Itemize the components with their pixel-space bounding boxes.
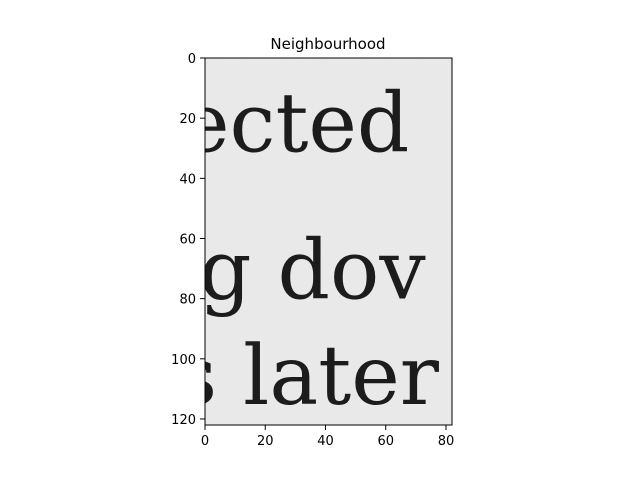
y-tick-label: 20	[179, 112, 196, 127]
y-tick-label: 60	[179, 232, 196, 247]
y-tick-label: 40	[179, 172, 196, 187]
chart-title: Neighbourhood	[270, 35, 385, 53]
y-tick-label: 0	[188, 52, 196, 67]
y-tick-label: 80	[179, 293, 196, 308]
x-tick-label: 60	[377, 434, 394, 449]
image-text-line: ected	[181, 76, 409, 171]
x-tick-label: 80	[438, 434, 455, 449]
x-tick-label: 20	[257, 434, 274, 449]
image-panel: ected g dov s later	[175, 58, 452, 425]
y-tick-label: 120	[171, 413, 196, 428]
image-text-line: s later	[175, 329, 440, 424]
y-axis: 0 20 40 60 80 100 120	[171, 52, 205, 428]
plot-frame	[204, 57, 453, 426]
image-text-group: ected g dov s later	[175, 76, 440, 424]
x-tick-label: 40	[317, 434, 334, 449]
y-tick-label: 100	[171, 353, 196, 368]
image-background	[205, 58, 452, 425]
x-tick-label: 0	[201, 434, 209, 449]
x-axis: 0 20 40 60 80	[201, 425, 454, 449]
image-text-line: g dov	[199, 224, 426, 319]
